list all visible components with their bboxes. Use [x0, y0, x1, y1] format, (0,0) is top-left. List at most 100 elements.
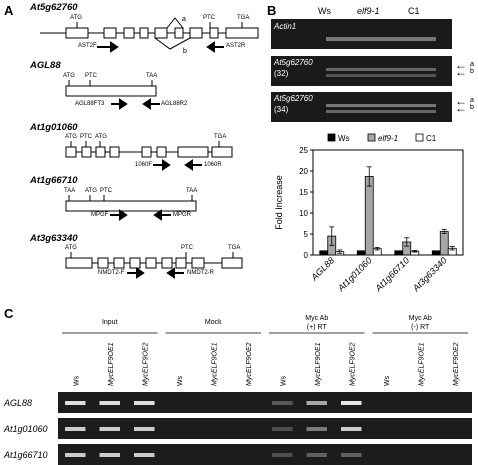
fold-increase-chart: 0 5 10 15 20 25 Fold Increase Ws elf9-1 C1 AGL88 At…: [274, 133, 464, 294]
label-tga: TGA: [237, 15, 250, 21]
bar: [356, 250, 366, 256]
gel-strip: [58, 444, 472, 465]
gel-band: [272, 453, 293, 457]
bar: [364, 176, 374, 256]
label-ptc: PTC: [203, 15, 215, 21]
lane-label: MycELF9OE2: [142, 342, 149, 386]
lane-label: MycELF9OE2: [246, 342, 253, 386]
y-tick-label: 0: [304, 251, 309, 260]
lane-label: Ws: [73, 375, 80, 386]
label-atg: ATG: [70, 15, 82, 21]
label-atg: ATG: [63, 73, 75, 79]
gel-strip: [58, 418, 472, 439]
primer-f: AGL88FT3: [75, 101, 105, 107]
gel-band: [326, 37, 436, 41]
arrow-left-icon: ←: [455, 58, 467, 72]
label-a: a: [182, 16, 186, 23]
label-ptc: PTC: [181, 245, 193, 251]
column-ws: Ws: [318, 6, 331, 16]
band-label-a: a: [470, 61, 474, 68]
gel-band: [99, 427, 120, 431]
gel-label: At5g62760: [274, 58, 313, 67]
y-tick-label: 20: [299, 167, 308, 176]
panel-c-letter: C: [4, 306, 14, 321]
legend-swatch: [367, 133, 376, 142]
gel-band: [134, 401, 155, 405]
gel-band: [272, 427, 293, 431]
column-elf9-1: elf9-1: [357, 6, 380, 16]
y-tick-label: 25: [299, 146, 308, 155]
bar: [431, 250, 441, 256]
lane-label: MycELF9OE1: [108, 342, 115, 386]
gene-title: At1g66710: [30, 175, 78, 186]
gel-band: [65, 453, 86, 457]
gel-band: [134, 427, 155, 431]
gel-band: [99, 453, 120, 457]
arrow-left-icon: ←: [455, 101, 467, 115]
y-tick-label: 15: [299, 188, 308, 197]
bar: [319, 250, 329, 256]
lane-label: MycELF9OE2: [453, 342, 460, 386]
legend-label: C1: [426, 134, 437, 143]
lane-label: Ws: [280, 375, 287, 386]
lane-label: MycELF9OE1: [315, 342, 322, 386]
label-tga: TGA: [214, 134, 227, 140]
legend-swatch: [327, 133, 336, 142]
label-b: b: [183, 48, 187, 55]
group-header: Input: [102, 319, 118, 326]
label-tga: TGA: [228, 245, 241, 251]
band-label-b: b: [470, 104, 474, 111]
bar: [394, 250, 404, 256]
gene-title: At5g62760: [30, 2, 78, 13]
primer-f: AST2F: [78, 43, 97, 49]
label-atg: ATG: [95, 134, 107, 140]
gel-band: [306, 427, 327, 431]
row-label: At1g66710: [3, 450, 48, 460]
label-taa: TAA: [64, 188, 76, 194]
gel-band: [341, 401, 362, 405]
gel-band: [341, 427, 362, 431]
gel-band: [326, 74, 436, 77]
gel-label: Actin1: [274, 22, 297, 31]
legend-label: Ws: [338, 134, 350, 143]
gel-band: [65, 401, 86, 405]
gel-label: At5g62760: [274, 94, 313, 103]
gel-sublabel: (32): [274, 69, 289, 78]
gel-band: [326, 104, 436, 107]
label-taa: TAA: [186, 188, 198, 194]
gel-band: [99, 401, 120, 405]
gel-band: [306, 401, 327, 405]
gel-actin1: Actin1: [271, 19, 452, 49]
gel-sublabel: (34): [274, 105, 289, 114]
y-axis-label: Fold Increase: [274, 175, 284, 230]
group-header: (-) RT: [411, 324, 430, 331]
arrow-left-icon: ←: [455, 65, 467, 79]
gel-band: [134, 453, 155, 457]
y-tick-label: 5: [304, 230, 309, 239]
primer-f: NMDT2-F: [98, 270, 125, 276]
gel-band: [341, 453, 362, 457]
arrow-left-icon: ←: [455, 94, 467, 108]
lane-label: MycELF9OE2: [349, 342, 356, 386]
label-ptc: PTC: [80, 134, 92, 140]
bar: [439, 231, 449, 256]
legend-swatch: [415, 133, 424, 142]
primer-r: AGL88R2: [161, 101, 188, 107]
legend-label: elf9-1: [378, 134, 398, 143]
group-header: Myc Ab: [409, 315, 432, 322]
x-tick-label: AGL88: [309, 255, 337, 283]
group-header: (+) RT: [307, 324, 328, 331]
row-label: At1g01060: [3, 424, 48, 434]
label-atg: ATG: [65, 245, 77, 251]
label-ptc: PTC: [100, 188, 112, 194]
x-tick-label: At1g66710: [373, 255, 412, 294]
chip-gel-panel: Input Mock Myc Ab (+) RT Myc Ab (-) RT Ws MycEL…: [3, 315, 472, 465]
lane-label: Ws: [384, 375, 391, 386]
primer-f: 1060F: [135, 162, 153, 168]
lane-label: MycELF9OE1: [211, 342, 218, 386]
gel-band: [326, 110, 436, 113]
primer-f: MPGF: [91, 212, 109, 218]
label-taa: TAA: [146, 73, 158, 79]
plot-frame: [312, 149, 464, 256]
y-tick-label: 10: [299, 209, 308, 218]
